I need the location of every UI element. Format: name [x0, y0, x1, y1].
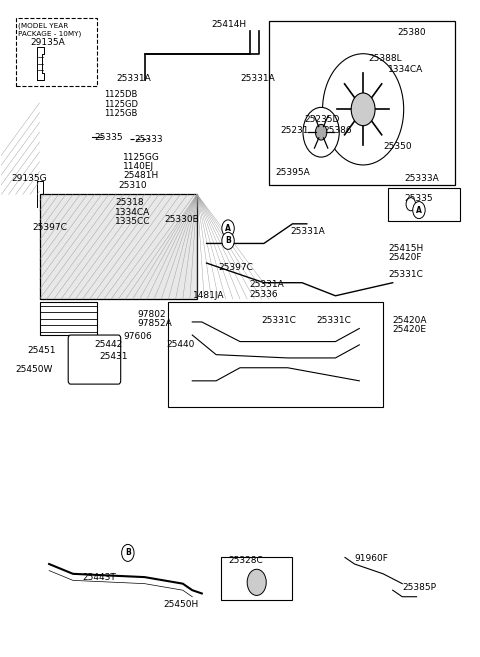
Text: 25336: 25336	[250, 290, 278, 299]
Text: 25431: 25431	[99, 352, 128, 361]
Text: B: B	[125, 549, 131, 557]
Text: 1334CA: 1334CA	[115, 208, 150, 217]
Text: 25481H: 25481H	[123, 171, 158, 180]
Text: 25328C: 25328C	[228, 556, 263, 565]
Text: 25395A: 25395A	[276, 168, 311, 177]
Text: 25385P: 25385P	[402, 583, 436, 592]
Text: 25231: 25231	[281, 125, 309, 135]
Text: 1335CC: 1335CC	[115, 217, 150, 226]
Circle shape	[406, 198, 416, 211]
Text: 25440: 25440	[166, 340, 194, 349]
Text: 25331C: 25331C	[262, 316, 296, 325]
Text: 1125GG: 1125GG	[123, 152, 160, 162]
Circle shape	[303, 107, 339, 157]
Text: 25331A: 25331A	[240, 74, 275, 83]
FancyBboxPatch shape	[269, 21, 455, 185]
Text: 25335: 25335	[95, 133, 123, 142]
Text: 25420E: 25420E	[393, 325, 427, 334]
Text: 25415H: 25415H	[388, 244, 423, 253]
Text: 25414H: 25414H	[211, 20, 247, 29]
Text: 25318: 25318	[115, 198, 144, 208]
Text: 25450H: 25450H	[164, 600, 199, 609]
Text: 29135A: 29135A	[30, 38, 65, 47]
Text: 1125GB: 1125GB	[104, 110, 137, 118]
Circle shape	[121, 545, 134, 561]
Text: 25331C: 25331C	[388, 270, 423, 279]
Text: 25380: 25380	[397, 28, 426, 37]
FancyBboxPatch shape	[221, 558, 292, 600]
FancyBboxPatch shape	[16, 18, 97, 87]
Text: 97802: 97802	[137, 309, 166, 319]
Text: 25331C: 25331C	[316, 316, 351, 325]
Text: 91960F: 91960F	[355, 555, 388, 563]
Text: 25451: 25451	[28, 346, 56, 355]
Text: A: A	[416, 206, 422, 215]
Text: 25442: 25442	[95, 340, 123, 350]
Circle shape	[413, 202, 425, 219]
Text: (MODEL YEAR
PACKAGE - 10MY): (MODEL YEAR PACKAGE - 10MY)	[18, 22, 81, 37]
Text: 25331A: 25331A	[290, 227, 325, 236]
Text: 25330B: 25330B	[165, 215, 199, 225]
Text: 25331A: 25331A	[250, 279, 284, 288]
Text: 25331A: 25331A	[116, 74, 151, 83]
Text: 25310: 25310	[118, 181, 147, 191]
Text: 1481JA: 1481JA	[193, 291, 225, 300]
Text: 25333: 25333	[134, 135, 163, 144]
Text: A: A	[419, 205, 424, 214]
Text: 25397C: 25397C	[218, 263, 253, 271]
Circle shape	[247, 569, 266, 595]
Text: 25420F: 25420F	[388, 254, 421, 262]
Text: 25443T: 25443T	[83, 573, 116, 581]
Text: B: B	[225, 237, 231, 245]
Text: 97606: 97606	[123, 332, 152, 341]
FancyBboxPatch shape	[388, 188, 459, 221]
FancyBboxPatch shape	[68, 335, 120, 384]
FancyBboxPatch shape	[39, 194, 197, 299]
Text: 25420A: 25420A	[393, 316, 427, 325]
Text: 25450W: 25450W	[16, 365, 53, 374]
Text: 25386: 25386	[324, 125, 352, 135]
Text: 25335: 25335	[405, 194, 433, 204]
Text: 25350: 25350	[383, 142, 412, 151]
Text: 25397C: 25397C	[33, 223, 67, 233]
Text: 1140EJ: 1140EJ	[123, 162, 154, 171]
Text: 1334CA: 1334CA	[388, 65, 423, 74]
Circle shape	[222, 233, 234, 250]
Text: A: A	[225, 224, 231, 233]
Text: 1125DB: 1125DB	[104, 90, 137, 99]
Text: 25333A: 25333A	[405, 173, 439, 183]
Circle shape	[315, 124, 327, 140]
Text: 25235D: 25235D	[304, 115, 340, 124]
Circle shape	[351, 93, 375, 125]
Text: 1125GD: 1125GD	[104, 100, 138, 108]
Circle shape	[323, 54, 404, 165]
Text: 97852A: 97852A	[137, 319, 172, 328]
Text: 29135G: 29135G	[11, 173, 47, 183]
FancyBboxPatch shape	[168, 302, 383, 407]
Text: 25388L: 25388L	[369, 55, 402, 64]
Circle shape	[222, 220, 234, 237]
